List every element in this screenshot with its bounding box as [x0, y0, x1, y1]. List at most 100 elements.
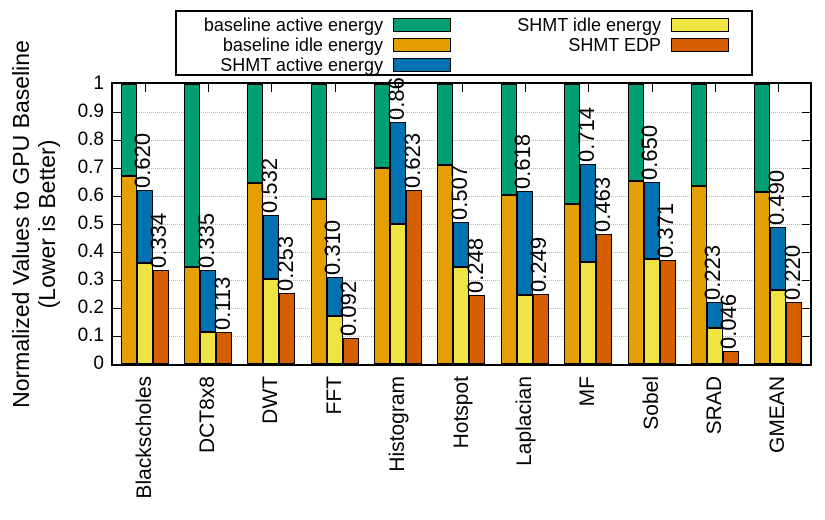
y-tick-mark	[113, 168, 121, 169]
bar-shmt-active	[263, 215, 280, 279]
bar-shmt-idle	[706, 327, 723, 364]
bar-group-SRAD: 0.223 0.046	[683, 84, 746, 364]
y-tick-mark	[802, 252, 810, 253]
legend-swatch	[671, 18, 729, 32]
bar-shmt-edp	[469, 294, 486, 364]
bar-shmt-edp	[596, 234, 613, 364]
legend-swatch	[393, 58, 451, 72]
value-label-edp: 0.248	[462, 237, 488, 293]
bar-group-Laplacian: 0.618 0.249	[493, 84, 556, 364]
bar-baseline-active	[184, 84, 201, 268]
bar-baseline-idle	[754, 191, 771, 364]
bar-baseline-active	[437, 84, 454, 166]
bar-baseline-idle	[247, 183, 264, 364]
bar-shmt-active	[390, 121, 407, 224]
y-tick-label: 0.3	[77, 269, 104, 290]
legend-label: baseline active energy	[203, 14, 383, 35]
y-tick-mark	[113, 308, 121, 309]
bar-baseline-active	[564, 84, 581, 205]
y-tick-label: 0.2	[77, 297, 104, 318]
bar-baseline-active	[247, 84, 264, 184]
bar-shmt-active	[516, 190, 533, 296]
x-tick-mark	[208, 84, 210, 92]
bar-shmt-active	[706, 301, 723, 328]
value-label-shmt: 0.223	[700, 244, 726, 300]
value-label-shmt: 0.618	[510, 133, 536, 189]
bar-shmt-idle	[453, 267, 470, 364]
bar-group-GMEAN: 0.490 0.220	[747, 84, 810, 364]
legend: baseline active energy baseline idle ener…	[175, 10, 753, 76]
bar-group-Hotspot: 0.507 0.248	[430, 84, 493, 364]
bar-shmt-idle	[136, 263, 153, 364]
value-label-edp: 0.334	[146, 213, 172, 269]
value-label-edp: 0.046	[716, 294, 742, 350]
x-category-label-DCT8x8: DCT8x8	[196, 376, 220, 454]
x-category-label-Laplacian: Laplacian	[512, 376, 536, 466]
legend-entry: baseline idle energy	[199, 35, 451, 55]
bar-baseline-active	[690, 84, 707, 187]
gridline	[113, 112, 810, 113]
y-tick-mark	[802, 112, 810, 113]
value-label-shmt: 0.507	[446, 164, 472, 221]
legend-label: SHMT EDP	[568, 34, 661, 55]
x-tick-mark	[144, 84, 146, 92]
bar-shmt-edp	[722, 351, 739, 364]
bar-shmt-idle	[516, 295, 533, 364]
value-label-shmt: 0.490	[763, 169, 789, 225]
value-label-shmt: 0.650	[637, 124, 663, 180]
value-label-edp: 0.249	[526, 237, 552, 293]
bar-shmt-active	[326, 277, 343, 317]
x-category-label-MF: MF	[576, 376, 600, 407]
legend-column-2: SHMT idle energy SHMT EDP	[477, 15, 729, 74]
x-tick-mark	[398, 84, 400, 92]
bar-shmt-edp	[532, 294, 549, 364]
bar-baseline-idle	[564, 204, 581, 364]
y-tick-mark	[802, 224, 810, 225]
x-category-label-DWT: DWT	[259, 376, 283, 424]
bar-shmt-edp	[786, 302, 803, 364]
legend-swatch	[393, 18, 451, 32]
value-label-shmt: 0.620	[130, 133, 156, 189]
bar-shmt-active	[770, 226, 787, 290]
value-label-edp: 0.113	[209, 276, 235, 331]
y-tick-mark	[802, 168, 810, 169]
bar-shmt-idle	[390, 224, 407, 364]
legend-entry: SHMT idle energy	[477, 15, 729, 35]
value-label-shmt: 0.714	[573, 107, 599, 163]
legend-swatch	[393, 38, 451, 52]
x-category-label-FFT: FFT	[322, 376, 346, 415]
legend-entry: SHMT active energy	[199, 55, 451, 75]
y-tick-mark	[113, 280, 121, 281]
y-tick-mark	[113, 140, 121, 141]
y-tick-mark	[802, 196, 810, 197]
bar-group-DCT8x8: 0.335 0.113	[176, 84, 239, 364]
x-category-label-SRAD: SRAD	[702, 376, 726, 435]
legend-label: baseline idle energy	[222, 34, 383, 55]
y-tick-label: 0.8	[77, 129, 104, 150]
bar-shmt-active	[580, 164, 597, 262]
y-tick-label: 0.1	[77, 325, 104, 346]
x-tick-mark	[714, 84, 716, 92]
y-tick-label: 0.7	[77, 157, 104, 178]
value-label-edp: 0.463	[589, 177, 615, 233]
y-tick-mark	[802, 336, 810, 337]
y-tick-label: 0	[93, 353, 104, 374]
value-label-edp: 0.371	[653, 203, 679, 259]
bar-baseline-idle	[500, 194, 517, 364]
y-tick-mark	[113, 252, 121, 253]
x-tick-mark	[651, 84, 653, 92]
y-tick-mark	[802, 308, 810, 309]
bar-baseline-idle	[437, 165, 454, 364]
bar-group-Sobel: 0.650 0.371	[620, 84, 683, 364]
bar-shmt-edp	[342, 338, 359, 364]
bar-shmt-active	[200, 270, 217, 332]
y-tick-mark	[113, 112, 121, 113]
bar-group-DWT: 0.532 0.253	[240, 84, 303, 364]
y-tick-mark	[802, 140, 810, 141]
legend-column-1: baseline active energy baseline idle ener…	[199, 15, 451, 75]
gridline	[113, 168, 810, 169]
bar-baseline-idle	[627, 180, 644, 364]
bar-baseline-idle	[310, 198, 327, 364]
legend-entry: baseline active energy	[199, 15, 451, 35]
legend-entry: SHMT EDP	[477, 35, 729, 55]
